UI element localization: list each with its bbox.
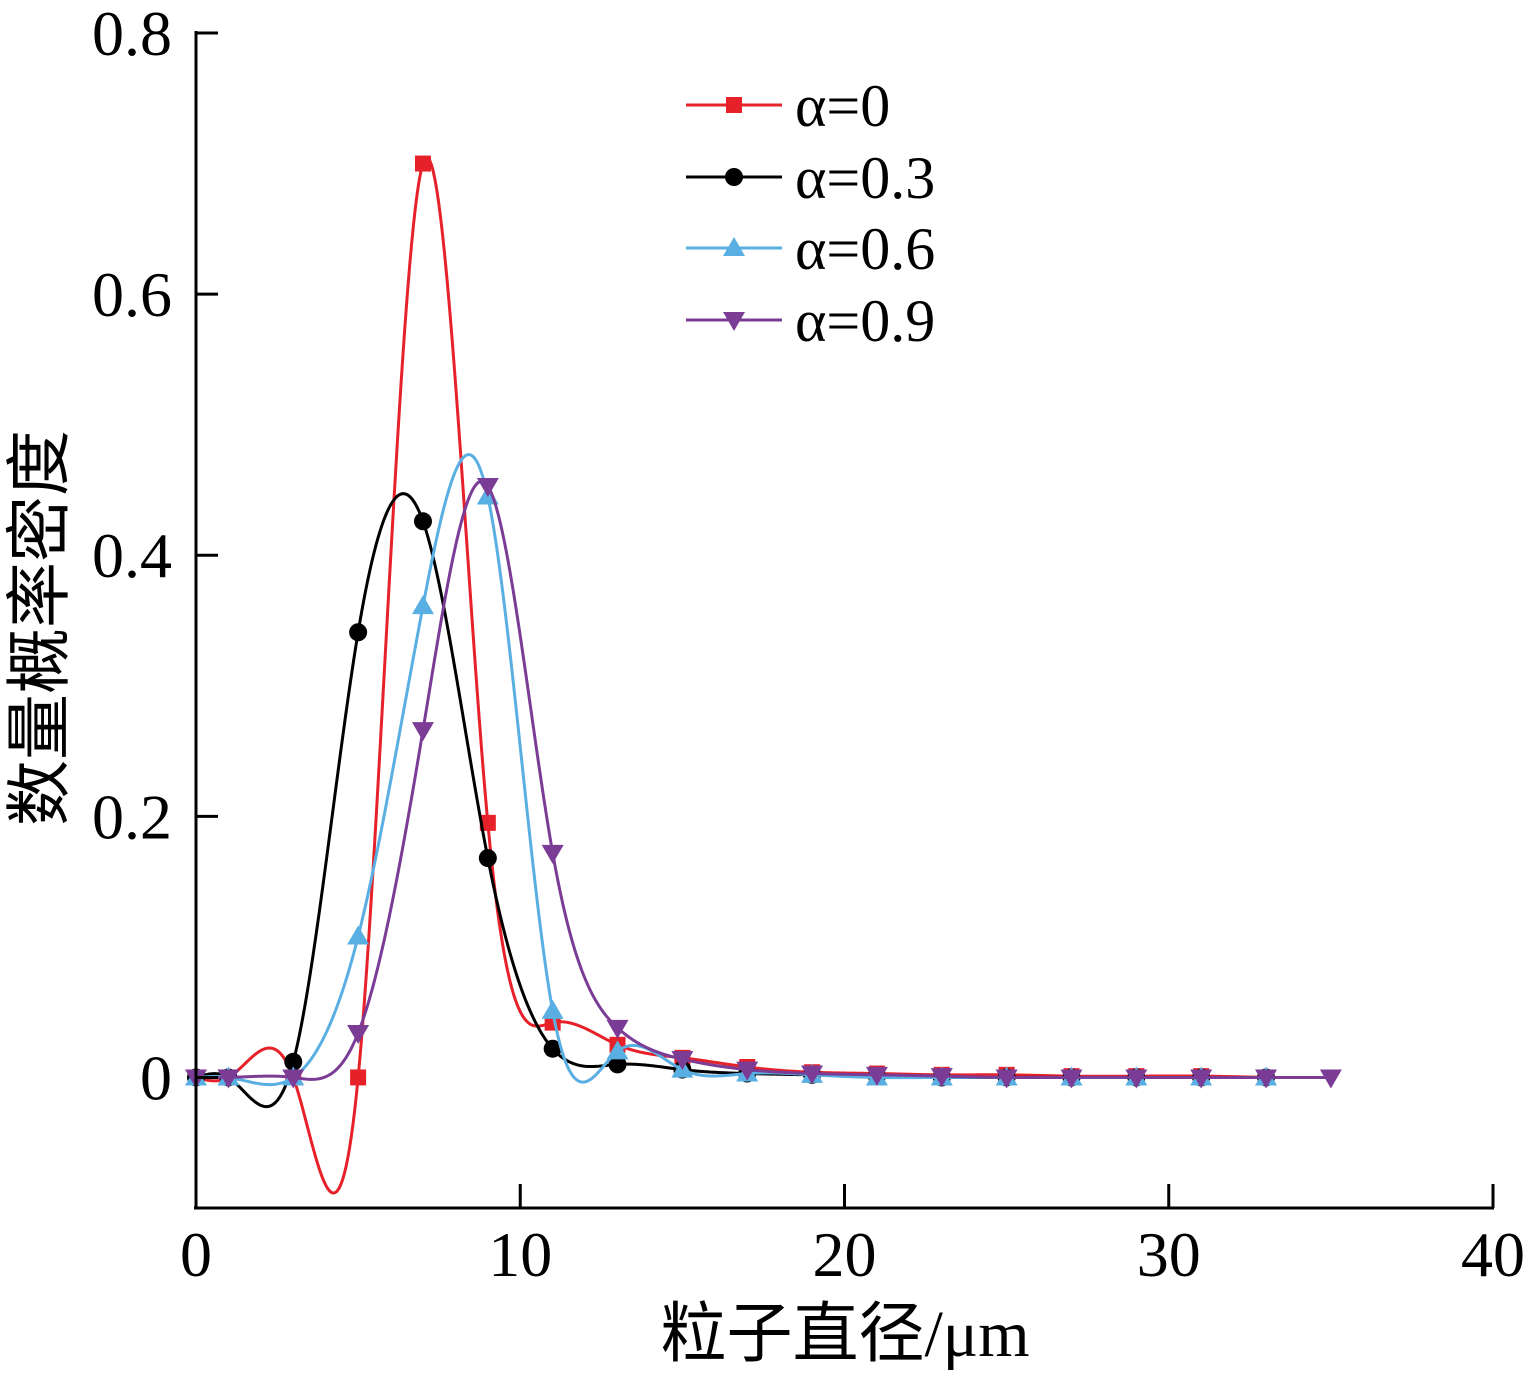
series-3-point: [541, 999, 564, 1019]
legend-marker: [726, 97, 742, 113]
series-4-point: [801, 1065, 824, 1085]
series-1-point: [414, 155, 431, 172]
series-3-point: [606, 1040, 629, 1060]
legend-item-1: α=0: [686, 73, 890, 139]
series-4-point: [995, 1069, 1018, 1089]
series-4-point: [541, 844, 564, 864]
legend-label: α=0.3: [795, 145, 935, 211]
legend-label: α=0.9: [795, 288, 935, 354]
legend: α=0α=0.3α=0.6α=0.9: [686, 73, 935, 354]
series-layer: [185, 155, 1342, 1195]
series-4-point: [606, 1019, 629, 1039]
series-3-line: [195, 453, 1267, 1087]
tick-layer: 0 10 20 30 40 0 0.2 0.4 0.6 0.8: [92, 0, 1525, 1290]
series-4-point: [476, 478, 499, 498]
legend-label: α=0.6: [795, 216, 935, 282]
legend-marker: [723, 237, 745, 256]
x-tick-label: 0: [180, 1219, 212, 1290]
series-2-point: [478, 849, 497, 868]
series-2-point: [349, 623, 368, 642]
legend-item-4: α=0.9: [686, 288, 935, 354]
y-tick-label: 0.4: [92, 520, 172, 591]
x-tick-label: 40: [1461, 1219, 1525, 1290]
series-4-point: [347, 1025, 370, 1045]
x-tick-label: 20: [813, 1219, 877, 1290]
y-tick-label: 0.6: [92, 259, 172, 330]
series-3-point: [347, 925, 370, 945]
series-3-point: [411, 595, 434, 615]
series-2-point: [608, 1055, 627, 1074]
x-axis-title: 粒子直径/μm: [660, 1298, 1029, 1371]
legend-item-2: α=0.3: [686, 145, 935, 211]
series-4-point: [671, 1051, 694, 1071]
series-2-line: [195, 492, 1267, 1109]
x-tick-label: 10: [488, 1219, 552, 1290]
legend-marker: [725, 168, 743, 186]
series-2-point: [284, 1052, 303, 1071]
series-2-point: [543, 1039, 562, 1058]
x-tick-label: 30: [1137, 1219, 1201, 1290]
series-1-point: [350, 1069, 367, 1086]
y-tick-label: 0: [140, 1042, 172, 1113]
legend-item-3: α=0.6: [686, 216, 935, 282]
series-1-point: [479, 814, 496, 831]
y-tick-label: 0.8: [92, 0, 172, 69]
series-4-point: [217, 1069, 240, 1089]
series-4: [185, 478, 1342, 1089]
legend-marker: [723, 312, 745, 331]
legend-label: α=0: [795, 73, 890, 139]
series-4-point: [1060, 1069, 1083, 1089]
series-4-point: [1125, 1069, 1148, 1089]
y-axis-title: 数量概率密度: [4, 430, 77, 826]
series-4-point: [865, 1066, 888, 1086]
series-3: [185, 453, 1278, 1087]
series-2: [187, 492, 1276, 1109]
series-4-point: [1255, 1069, 1278, 1089]
series-4-point: [930, 1068, 953, 1088]
series-4-point: [411, 722, 434, 742]
series-4-point: [736, 1061, 759, 1081]
series-4-point: [282, 1069, 305, 1089]
y-tick-label: 0.2: [92, 781, 172, 852]
series-4-point: [1190, 1069, 1213, 1089]
series-2-point: [413, 512, 432, 531]
series-4-point: [1319, 1069, 1342, 1089]
